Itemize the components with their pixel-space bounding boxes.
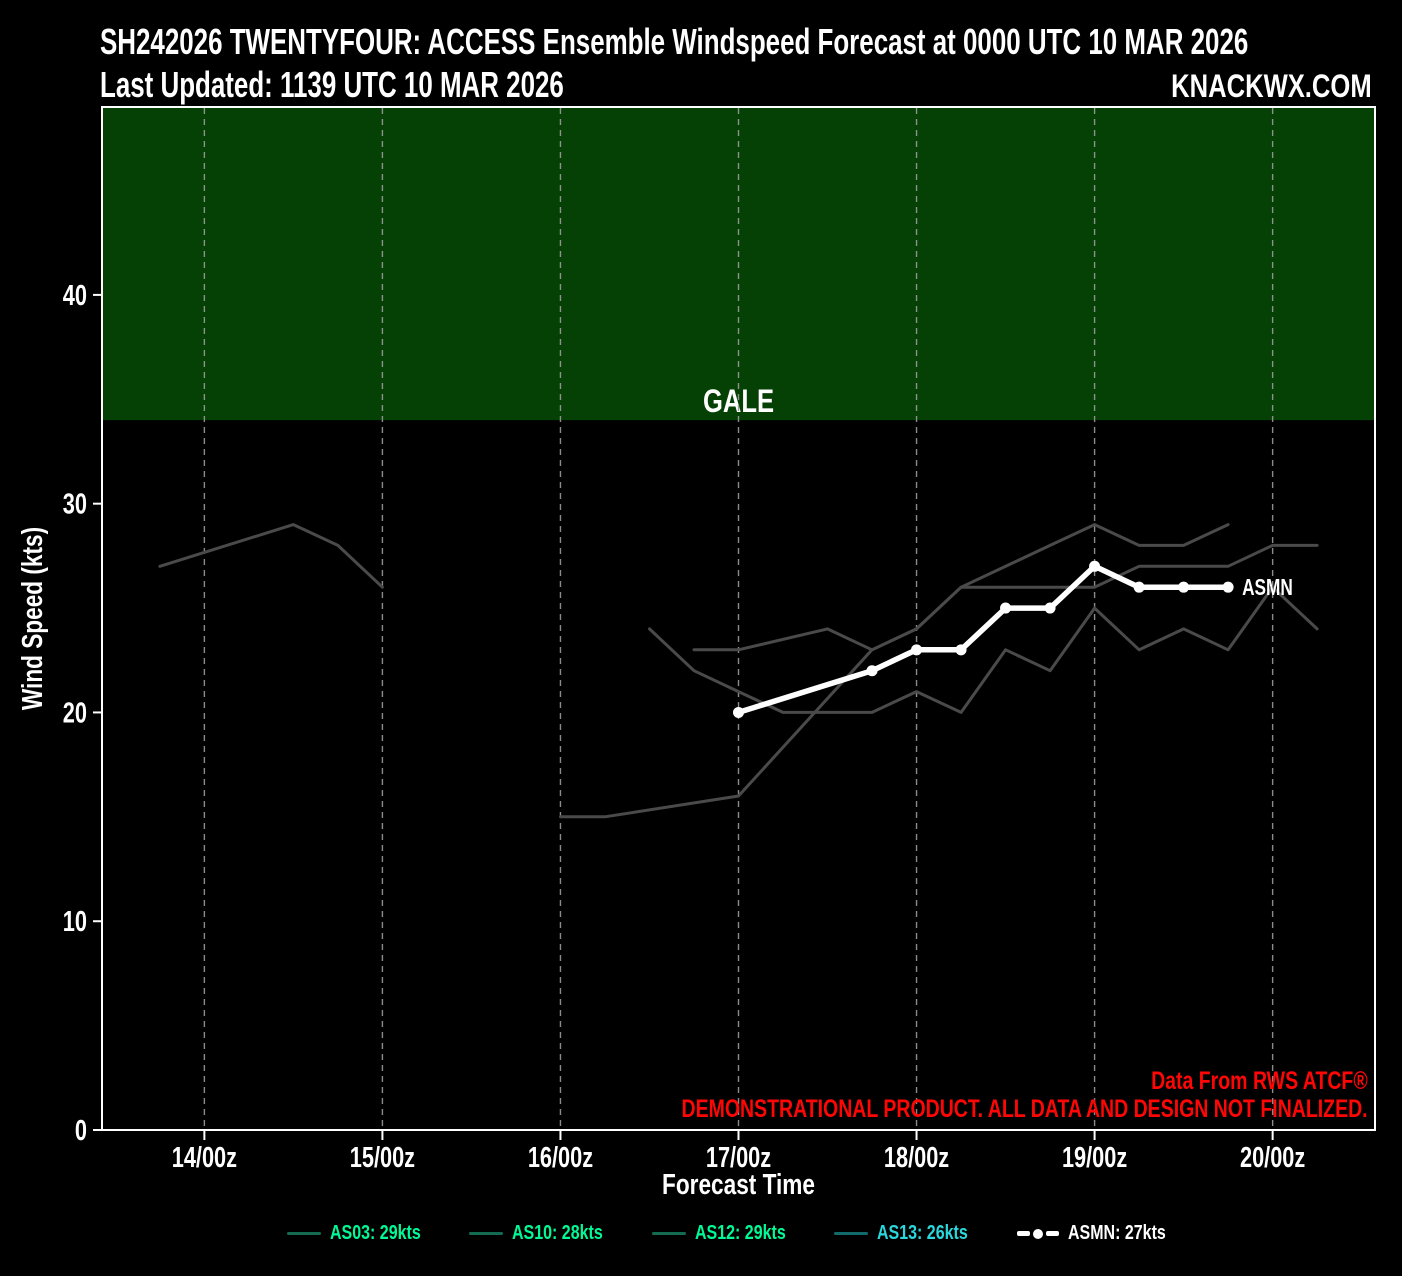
- marker-ASMN: [911, 644, 923, 656]
- y-tick-label-30: 30: [63, 489, 87, 521]
- x-tick-label-14/00z: 14/00z: [172, 1142, 237, 1174]
- marker-ASMN: [955, 644, 967, 656]
- series-inline-label-ASMN: ASMN: [1242, 576, 1293, 601]
- legend-swatch-AS12: [651, 1231, 686, 1236]
- marker-ASMN: [733, 706, 744, 718]
- x-tick-label-20/00z: 20/00z: [1240, 1142, 1305, 1174]
- legend-entry-AS12: AS12: 29kts: [651, 1222, 808, 1245]
- marker-ASMN: [1222, 581, 1234, 593]
- legend-swatch-AS10: [469, 1231, 504, 1236]
- gale-label: GALE: [703, 385, 774, 420]
- legend-entry-ASMN: ASMN: 27kts: [1016, 1222, 1190, 1245]
- legend-swatch-AS03: [287, 1231, 322, 1236]
- legend-entry-AS13: AS13: 26kts: [834, 1222, 990, 1245]
- series-line-AS12: [158, 523, 384, 589]
- x-tick-label-17/00z: 17/00z: [706, 1142, 771, 1174]
- x-tick-label-15/00z: 15/00z: [350, 1142, 415, 1174]
- disclaimer-watermark: DEMONSTRATIONAL PRODUCT. ALL DATA AND DE…: [681, 1095, 1368, 1123]
- data-source-watermark: Data From RWS ATCF®: [1151, 1067, 1368, 1095]
- series-line-AS10: [692, 543, 1319, 652]
- brand-watermark: KNACKWX.COM: [1121, 70, 1372, 102]
- legend-swatch-AS13: [834, 1231, 869, 1236]
- x-tick-label-19/00z: 19/00z: [1062, 1142, 1127, 1174]
- series-line-AS03: [559, 523, 1230, 819]
- legend-dot-icon: [1032, 1228, 1043, 1239]
- page-subtitle-text: Last Updated: 1139 UTC 10 MAR 2026: [100, 64, 564, 105]
- x-axis-title: Forecast Time: [662, 1167, 815, 1200]
- x-tick-label-18/00z: 18/00z: [884, 1142, 949, 1174]
- legend-entry-AS10: AS10: 28kts: [469, 1222, 625, 1245]
- chart-legend: AS03: 29kts AS10: 28kts AS12: 29kts AS13: 2…: [102, 1222, 1375, 1245]
- legend-dash-icon: [1016, 1231, 1030, 1236]
- y-tick-label-40: 40: [63, 280, 87, 312]
- x-tick-label-16/00z: 16/00z: [528, 1142, 593, 1174]
- y-tick-label-0: 0: [75, 1115, 87, 1147]
- marker-ASMN: [1133, 581, 1145, 593]
- legend-swatch-ASMN: [1016, 1228, 1059, 1239]
- legend-label-AS03: AS03: 29kts: [330, 1222, 421, 1244]
- marker-ASMN: [1044, 602, 1056, 614]
- legend-label-AS13: AS13: 26kts: [877, 1222, 968, 1244]
- marker-ASMN: [1000, 602, 1012, 614]
- legend-label-ASMN: ASMN: 27kts: [1067, 1222, 1166, 1244]
- marker-ASMN: [1178, 581, 1190, 593]
- legend-label-AS10: AS10: 28kts: [512, 1222, 604, 1244]
- page-subtitle: Last Updated: 1139 UTC 10 MAR 2026: [100, 67, 744, 103]
- y-tick-label-10: 10: [63, 906, 87, 938]
- legend-dash-icon: [1045, 1231, 1059, 1236]
- brand-text: KNACKWX.COM: [1171, 68, 1372, 104]
- legend-label-AS12: AS12: 29kts: [694, 1222, 786, 1244]
- series-line-AS13: [648, 585, 1319, 714]
- series-line-ASMN: [735, 563, 1231, 716]
- marker-ASMN: [1089, 560, 1101, 572]
- y-tick-label-20: 20: [63, 698, 87, 730]
- y-axis-title: Wind Speed (kts): [15, 527, 48, 710]
- marker-ASMN: [866, 665, 878, 677]
- page-title-text: SH242026 TWENTYFOUR: ACCESS Ensemble Win…: [100, 21, 1249, 62]
- legend-entry-AS03: AS03: 29kts: [287, 1222, 443, 1245]
- page-title: SH242026 TWENTYFOUR: ACCESS Ensemble Win…: [100, 24, 1402, 60]
